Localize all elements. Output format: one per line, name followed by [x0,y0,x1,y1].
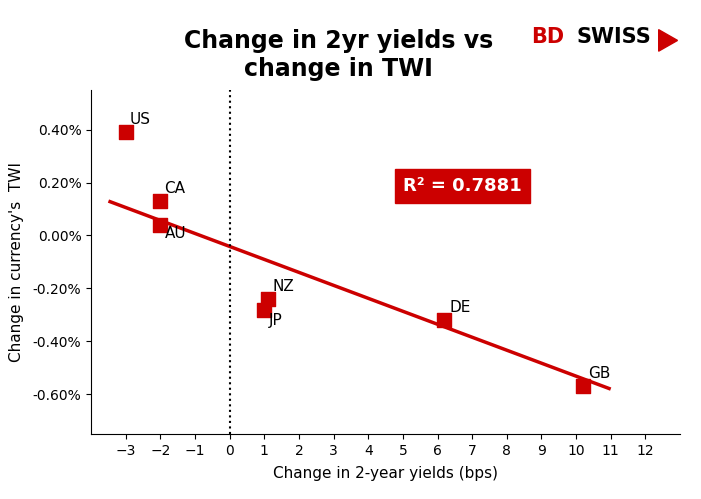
Point [259,306,270,314]
Text: BD: BD [531,27,564,47]
Text: SWISS: SWISS [577,27,652,47]
Text: GB: GB [588,366,611,381]
Point [120,128,131,136]
Text: AU: AU [165,226,186,241]
Y-axis label: Change in currency's  TWI: Change in currency's TWI [9,162,25,362]
Text: US: US [130,112,151,127]
X-axis label: Change in 2-year yields (bps): Change in 2-year yields (bps) [273,466,498,481]
Point [578,382,589,390]
Text: R² = 0.7881: R² = 0.7881 [402,177,522,195]
Title: Change in 2yr yields vs
change in TWI: Change in 2yr yields vs change in TWI [184,29,493,81]
Text: CA: CA [165,181,186,196]
Point [155,197,166,205]
Point [262,295,273,303]
Point [155,221,166,229]
Text: NZ: NZ [273,279,294,294]
Text: JP: JP [268,313,283,328]
Point [439,316,450,324]
Text: DE: DE [449,300,471,315]
Polygon shape [659,29,677,51]
